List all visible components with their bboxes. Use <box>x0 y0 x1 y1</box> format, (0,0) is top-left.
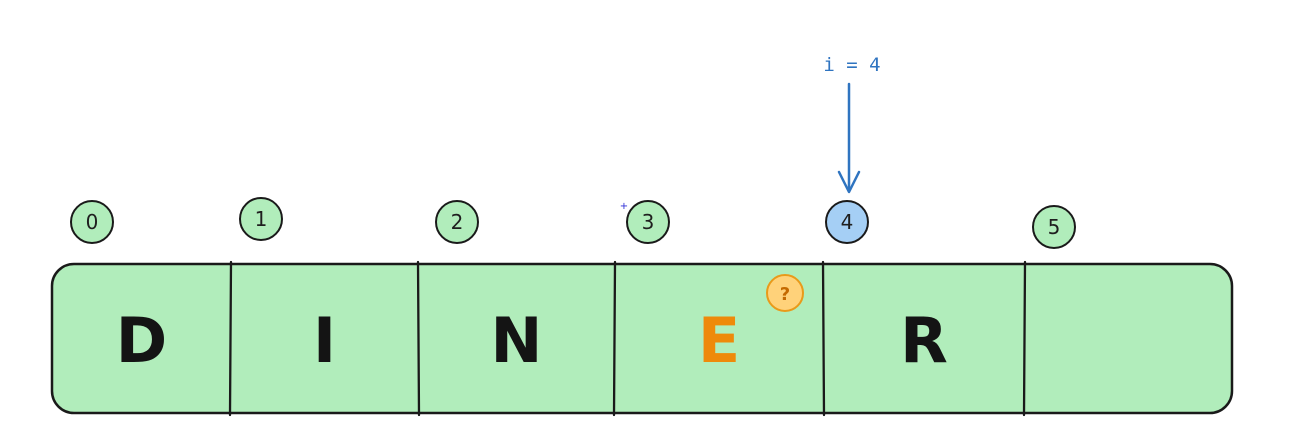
index-label: 1 <box>255 207 268 231</box>
array-cells: D I N E? R <box>116 274 948 377</box>
plus-mark-icon: + <box>620 201 628 212</box>
cell-divider <box>821 260 826 417</box>
index-label: 5 <box>1048 215 1061 239</box>
pointer-group: i = 4 <box>823 54 881 194</box>
array-cell-1: I <box>313 304 336 377</box>
index-label: 4 <box>841 210 854 234</box>
array-cell-3: E? <box>698 274 804 377</box>
index-label: 3 <box>642 210 655 234</box>
index-circle <box>825 200 869 244</box>
index-badge-0: 0 <box>70 200 114 244</box>
index-circle <box>435 200 479 244</box>
cell-divider <box>416 260 421 417</box>
cell-letter: I <box>313 304 336 377</box>
index-label: 0 <box>86 210 99 234</box>
cell-divider <box>228 260 233 417</box>
array-cell-4: R <box>900 304 948 377</box>
array-container: D I N E? R <box>50 260 1234 417</box>
index-badge-2: 2 <box>435 200 479 244</box>
index-badge-4: 4 <box>825 200 869 244</box>
array-cell-0: D <box>116 304 167 377</box>
question-badge-label: ? <box>780 284 790 305</box>
index-circle <box>239 197 283 241</box>
index-badge-1: 1 <box>239 197 283 241</box>
index-badge-3: 3 <box>626 200 670 244</box>
cell-letter: E <box>698 304 740 377</box>
array-outline <box>50 262 1234 415</box>
index-label: 2 <box>451 210 464 234</box>
index-row: 0 1 2 3 4 5 <box>70 197 1076 249</box>
index-circle <box>70 200 114 244</box>
index-circle <box>626 200 670 244</box>
pointer-arrow-head <box>837 170 861 194</box>
array-cell-2: N <box>491 304 543 377</box>
index-badge-5: 5 <box>1032 205 1076 249</box>
cell-divider <box>612 260 617 417</box>
cell-dividers <box>228 260 1027 417</box>
question-badge-icon <box>766 274 804 312</box>
cell-letter: D <box>116 304 167 377</box>
cell-letter: R <box>900 304 948 377</box>
cell-letter: N <box>491 304 543 377</box>
cell-divider <box>1022 260 1027 417</box>
index-circle <box>1032 205 1076 249</box>
pointer-label: i = 4 <box>823 54 880 76</box>
